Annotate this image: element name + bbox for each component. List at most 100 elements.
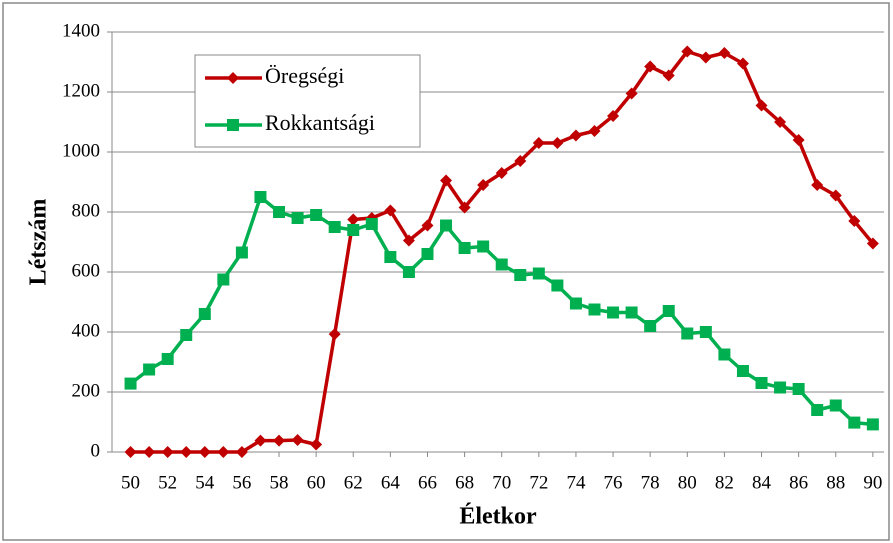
marker <box>458 242 471 254</box>
marker <box>347 213 360 226</box>
y-tick-label: 1400 <box>62 20 100 41</box>
x-tick-label: 54 <box>195 472 215 493</box>
x-tick-label: 78 <box>641 472 660 493</box>
marker <box>551 137 564 149</box>
marker <box>718 47 731 59</box>
x-tick-label: 82 <box>715 472 734 493</box>
marker <box>143 363 156 376</box>
marker <box>644 320 657 332</box>
marker <box>198 446 211 458</box>
marker <box>551 279 564 292</box>
marker <box>662 69 675 82</box>
marker <box>681 45 694 58</box>
y-tick-label: 600 <box>72 260 101 281</box>
y-tick-label: 800 <box>72 200 101 221</box>
marker <box>227 119 239 131</box>
marker <box>227 72 239 84</box>
marker <box>514 269 527 281</box>
y-tick-label: 400 <box>72 320 101 341</box>
marker <box>625 306 638 319</box>
x-tick-label: 70 <box>492 472 511 493</box>
marker <box>532 267 545 280</box>
marker <box>217 446 230 458</box>
marker <box>310 438 323 451</box>
marker <box>736 365 749 377</box>
x-tick-label: 50 <box>121 472 140 493</box>
legend: Öregségi Rokkantsági <box>194 54 421 148</box>
legend-label: Öregségi <box>265 63 344 88</box>
marker <box>569 297 582 310</box>
x-tick-label: 60 <box>307 472 326 493</box>
x-tick-label: 62 <box>344 472 363 493</box>
x-tick-label: 52 <box>158 472 177 493</box>
y-tick-label: 200 <box>72 380 101 401</box>
marker <box>477 240 490 253</box>
marker <box>477 179 490 191</box>
x-tick-label: 84 <box>752 472 772 493</box>
x-tick-label: 88 <box>826 472 845 493</box>
marker <box>755 99 768 112</box>
marker <box>774 381 787 394</box>
x-tick-label: 90 <box>863 472 882 493</box>
marker <box>588 303 601 316</box>
marker <box>644 60 657 73</box>
marker <box>774 116 787 128</box>
marker <box>718 348 731 361</box>
marker <box>310 209 323 221</box>
marker <box>569 129 582 142</box>
marker <box>514 155 527 167</box>
marker <box>699 51 712 64</box>
marker <box>273 206 286 218</box>
marker <box>124 446 137 458</box>
marker <box>402 234 415 247</box>
x-axis-title: Életkor <box>459 504 537 530</box>
marker <box>161 353 174 365</box>
marker <box>143 446 156 458</box>
marker <box>402 266 415 278</box>
marker <box>681 327 694 340</box>
x-tick-label: 86 <box>789 472 808 493</box>
marker <box>607 110 620 122</box>
x-tick-label: 68 <box>455 472 474 493</box>
y-tick-label: 1200 <box>62 80 100 101</box>
x-tick-label: 74 <box>566 472 586 493</box>
marker <box>588 125 601 137</box>
marker <box>792 383 805 395</box>
marker <box>384 251 397 263</box>
marker <box>440 219 453 232</box>
y-tick-label: 0 <box>91 440 101 461</box>
marker <box>384 204 397 217</box>
marker <box>866 418 879 431</box>
marker <box>254 434 267 447</box>
marker <box>662 305 675 317</box>
marker <box>328 328 341 341</box>
marker <box>495 258 508 271</box>
marker <box>421 248 434 260</box>
marker <box>365 218 378 230</box>
marker <box>291 212 304 224</box>
marker <box>235 246 248 259</box>
marker <box>161 446 174 458</box>
marker <box>440 174 453 187</box>
marker <box>625 87 638 100</box>
marker <box>811 179 824 191</box>
x-tick-label: 58 <box>270 472 289 493</box>
marker <box>235 446 248 458</box>
x-tick-label: 72 <box>529 472 548 493</box>
marker <box>792 134 805 146</box>
marker <box>291 434 304 446</box>
marker <box>829 189 842 202</box>
marker <box>180 446 193 458</box>
legend-box <box>194 54 421 148</box>
marker <box>198 308 211 320</box>
marker <box>532 137 545 149</box>
marker <box>699 326 712 338</box>
x-tick-label: 64 <box>381 472 401 493</box>
marker <box>124 377 137 390</box>
marker <box>347 224 360 236</box>
marker <box>254 191 267 203</box>
marker <box>848 215 861 227</box>
y-tick-label: 1000 <box>62 140 100 161</box>
marker <box>217 273 230 286</box>
